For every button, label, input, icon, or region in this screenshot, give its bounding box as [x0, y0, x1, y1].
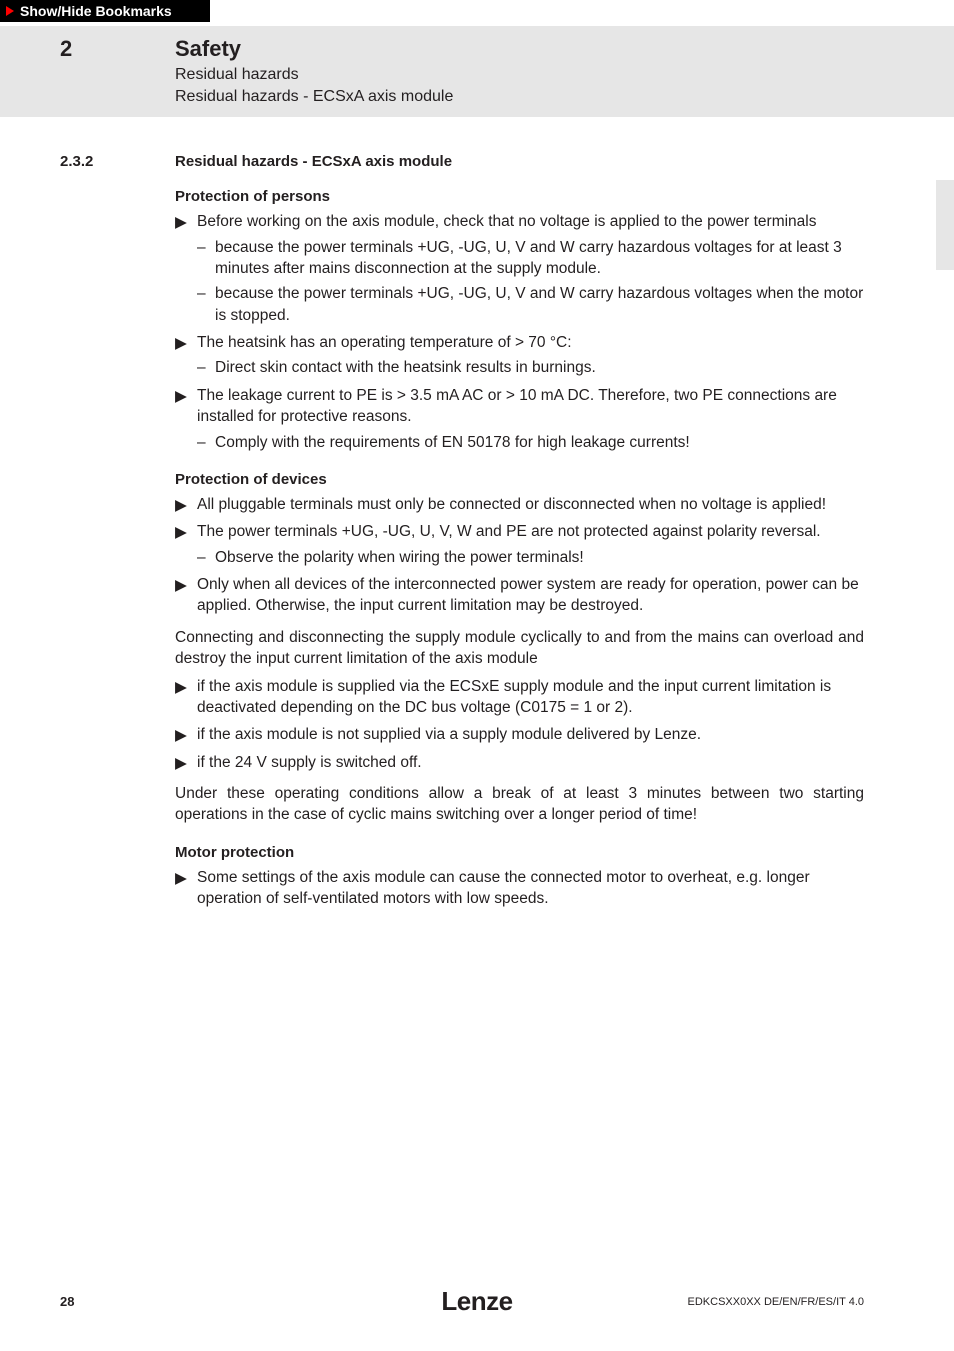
section-number: 2.3.2: [60, 153, 175, 170]
dash-icon: –: [197, 283, 215, 326]
chapter-title: Safety: [175, 36, 954, 62]
bullet-text: The heatsink has an operating temperatur…: [197, 332, 864, 353]
chapter-title-block: Safety Residual hazards Residual hazards…: [175, 36, 954, 107]
bullet: ▶ if the axis module is supplied via the…: [175, 676, 864, 719]
bullet: ▶ if the axis module is not supplied via…: [175, 724, 864, 745]
pointer-icon: ▶: [175, 522, 187, 543]
bullet-text: The leakage current to PE is > 3.5 mA AC…: [197, 385, 864, 428]
bullet-text: if the axis module is not supplied via a…: [197, 724, 864, 745]
pointer-icon: ▶: [175, 677, 187, 698]
bookmark-triangle-icon: [6, 6, 14, 16]
document-code: EDKCSXX0XX DE/EN/FR/ES/IT 4.0: [688, 1296, 864, 1308]
page-footer: 28 Lenze EDKCSXX0XX DE/EN/FR/ES/IT 4.0: [0, 1294, 954, 1309]
sub-bullet: – Observe the polarity when wiring the p…: [175, 547, 864, 568]
pointer-icon: ▶: [175, 868, 187, 889]
sub-bullet: – because the power terminals +UG, -UG, …: [175, 283, 864, 326]
bullet: ▶ Some settings of the axis module can c…: [175, 867, 864, 910]
pointer-icon: ▶: [175, 212, 187, 233]
bullet-text: if the 24 V supply is switched off.: [197, 752, 864, 773]
bullet-text: Some settings of the axis module can cau…: [197, 867, 864, 910]
bookmark-toggle[interactable]: Show/Hide Bookmarks: [0, 0, 210, 22]
sub-bullet: – Comply with the requirements of EN 501…: [175, 432, 864, 453]
chapter-number: 2: [0, 36, 175, 107]
brand-logo: Lenze: [441, 1286, 512, 1317]
bullet: ▶ Before working on the axis module, che…: [175, 211, 864, 232]
sub-bullet: – Direct skin contact with the heatsink …: [175, 357, 864, 378]
subhead-persons: Protection of persons: [175, 188, 864, 205]
dash-icon: –: [197, 357, 215, 378]
pointer-icon: ▶: [175, 495, 187, 516]
pointer-icon: ▶: [175, 386, 187, 407]
bullet-text: All pluggable terminals must only be con…: [197, 494, 864, 515]
bookmark-label: Show/Hide Bookmarks: [20, 3, 172, 19]
section-title: Residual hazards - ECSxA axis module: [175, 153, 864, 170]
pointer-icon: ▶: [175, 333, 187, 354]
bullet-text: The power terminals +UG, -UG, U, V, W an…: [197, 521, 864, 542]
chapter-header: 2 Safety Residual hazards Residual hazar…: [0, 26, 954, 117]
chapter-subtitle-2: Residual hazards - ECSxA axis module: [175, 86, 954, 108]
paragraph: Under these operating conditions allow a…: [175, 783, 864, 826]
pointer-icon: ▶: [175, 575, 187, 596]
section-heading-row: 2.3.2 Residual hazards - ECSxA axis modu…: [60, 153, 864, 170]
sub-bullet-text: because the power terminals +UG, -UG, U,…: [215, 283, 864, 326]
subhead-motor: Motor protection: [175, 844, 864, 861]
bullet-text: Before working on the axis module, check…: [197, 211, 864, 232]
dash-icon: –: [197, 432, 215, 453]
bullet: ▶ The leakage current to PE is > 3.5 mA …: [175, 385, 864, 428]
bullet: ▶ The heatsink has an operating temperat…: [175, 332, 864, 353]
pointer-icon: ▶: [175, 753, 187, 774]
sub-bullet-text: Observe the polarity when wiring the pow…: [215, 547, 864, 568]
side-tab: [936, 180, 954, 270]
sub-bullet-text: Direct skin contact with the heatsink re…: [215, 357, 864, 378]
sub-bullet-text: because the power terminals +UG, -UG, U,…: [215, 237, 864, 280]
bullet: ▶ The power terminals +UG, -UG, U, V, W …: [175, 521, 864, 542]
sub-bullet-text: Comply with the requirements of EN 50178…: [215, 432, 864, 453]
dash-icon: –: [197, 547, 215, 568]
page-content: 2.3.2 Residual hazards - ECSxA axis modu…: [0, 117, 954, 909]
bullet: ▶ if the 24 V supply is switched off.: [175, 752, 864, 773]
pointer-icon: ▶: [175, 725, 187, 746]
paragraph: Connecting and disconnecting the supply …: [175, 627, 864, 670]
bullet: ▶ Only when all devices of the interconn…: [175, 574, 864, 617]
sub-bullet: – because the power terminals +UG, -UG, …: [175, 237, 864, 280]
page-number: 28: [60, 1294, 74, 1309]
bullet: ▶ All pluggable terminals must only be c…: [175, 494, 864, 515]
chapter-subtitle-1: Residual hazards: [175, 64, 954, 86]
dash-icon: –: [197, 237, 215, 280]
subhead-devices: Protection of devices: [175, 471, 864, 488]
bullet-text: if the axis module is supplied via the E…: [197, 676, 864, 719]
bullet-text: Only when all devices of the interconnec…: [197, 574, 864, 617]
